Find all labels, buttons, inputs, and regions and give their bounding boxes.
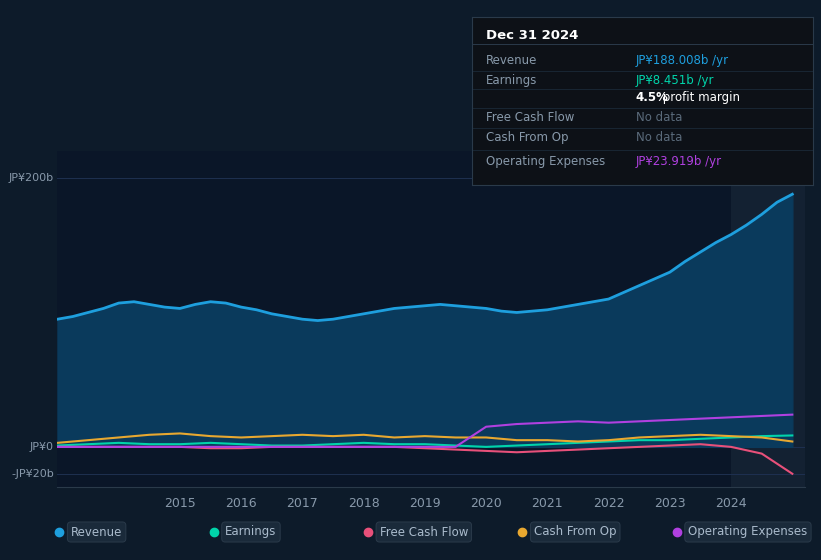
Text: Earnings: Earnings <box>486 74 537 87</box>
Text: JP¥8.451b /yr: JP¥8.451b /yr <box>635 74 714 87</box>
Text: Free Cash Flow: Free Cash Flow <box>379 525 468 539</box>
Bar <box>731 151 805 487</box>
Text: JP¥23.919b /yr: JP¥23.919b /yr <box>635 155 722 168</box>
Text: JP¥188.008b /yr: JP¥188.008b /yr <box>635 54 729 67</box>
Text: JP¥0: JP¥0 <box>30 442 53 452</box>
Text: Revenue: Revenue <box>71 525 122 539</box>
Text: Dec 31 2024: Dec 31 2024 <box>486 29 578 41</box>
Text: Earnings: Earnings <box>225 525 277 539</box>
Text: Revenue: Revenue <box>486 54 537 67</box>
Text: Operating Expenses: Operating Expenses <box>486 155 605 168</box>
Text: -JP¥20b: -JP¥20b <box>11 469 53 479</box>
Text: Cash From Op: Cash From Op <box>534 525 617 539</box>
Text: Cash From Op: Cash From Op <box>486 131 568 144</box>
Text: Free Cash Flow: Free Cash Flow <box>486 111 574 124</box>
Text: No data: No data <box>635 131 682 144</box>
Text: profit margin: profit margin <box>658 91 740 104</box>
Text: JP¥200b: JP¥200b <box>8 173 53 183</box>
Text: 4.5%: 4.5% <box>635 91 668 104</box>
Text: Operating Expenses: Operating Expenses <box>688 525 808 539</box>
Text: No data: No data <box>635 111 682 124</box>
